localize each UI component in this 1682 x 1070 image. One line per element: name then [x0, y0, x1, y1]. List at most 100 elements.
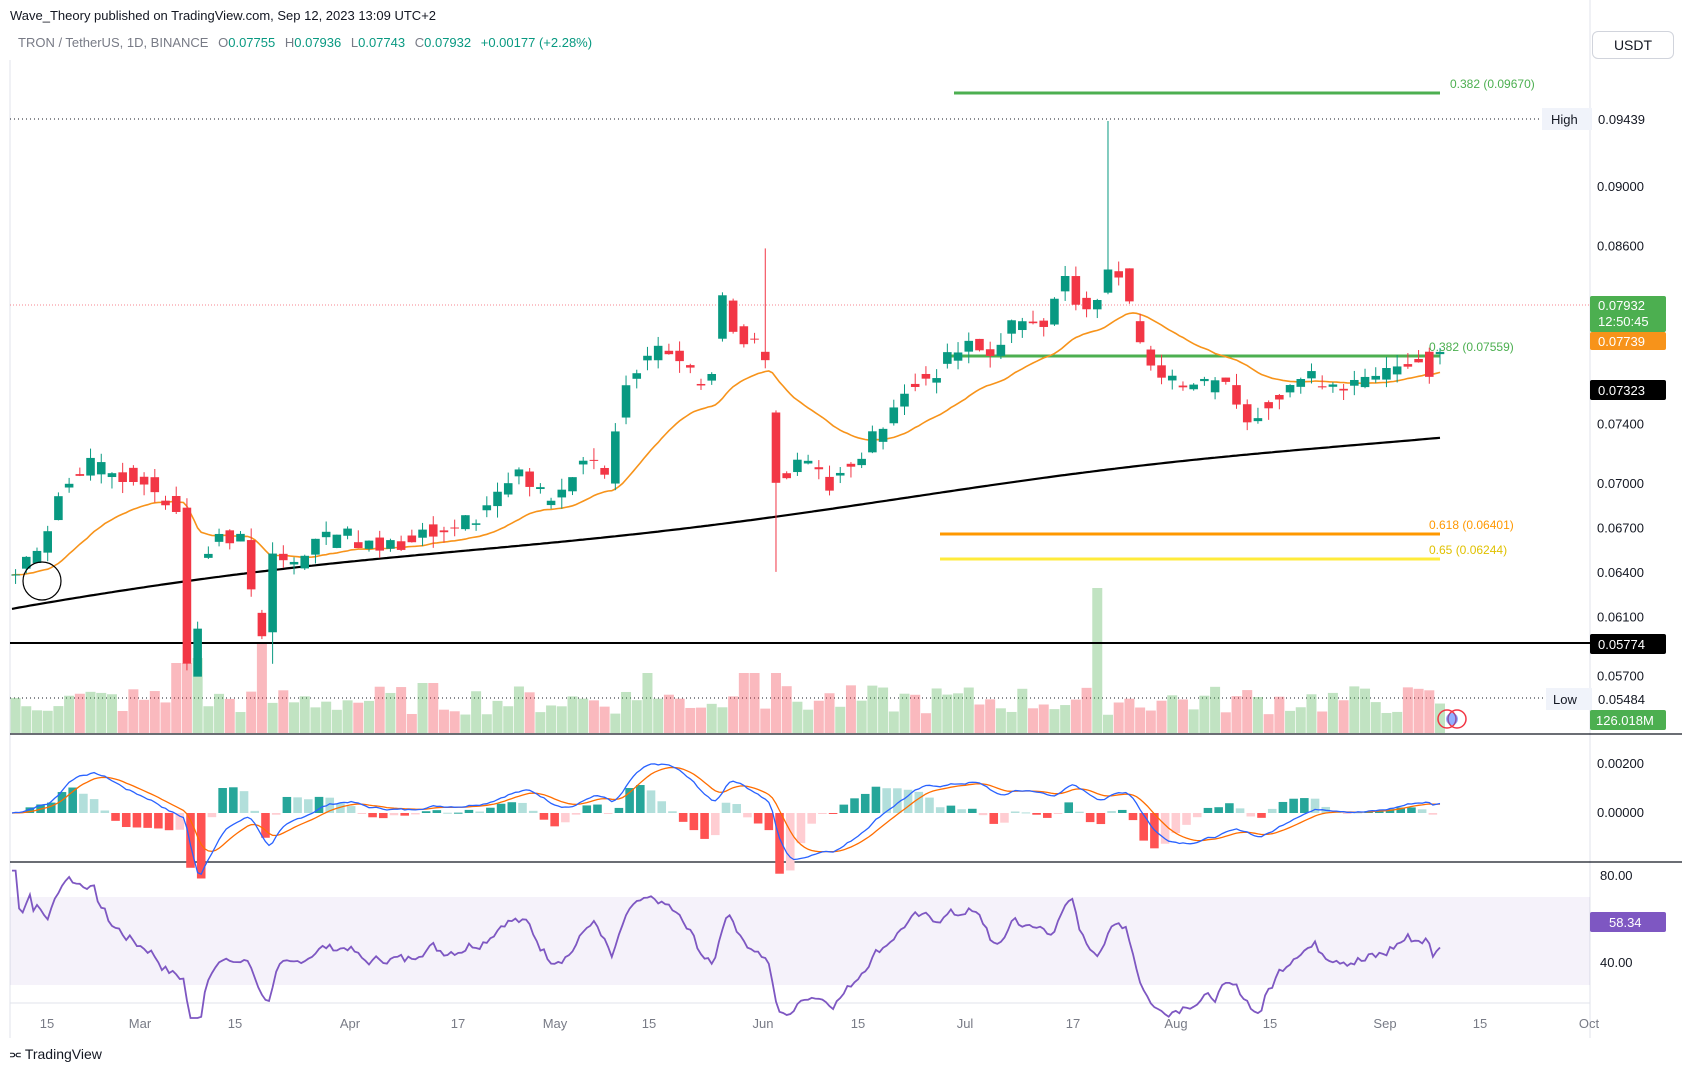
macd-hist-bar: [68, 787, 77, 813]
candle: [139, 476, 149, 485]
volume-bar: [1360, 688, 1371, 733]
candle: [878, 428, 888, 442]
volume-bar: [974, 704, 985, 733]
support-badge: [1590, 634, 1666, 654]
candle: [589, 459, 599, 461]
macd-hist-bar: [121, 813, 131, 828]
macd-hist-bar: [175, 813, 185, 830]
volume-bar: [1188, 709, 1199, 733]
open-value: 0.07755: [228, 35, 276, 50]
volume-bar: [42, 710, 53, 733]
candle: [1135, 321, 1145, 343]
macd-axis: 0.00200 0.00000: [1597, 756, 1644, 820]
macd-hist-bar: [314, 796, 324, 813]
macd-hist-bar: [614, 807, 624, 813]
flag-icon[interactable]: [1437, 709, 1467, 729]
price-tick-label: 0.06400: [1597, 565, 1644, 580]
candle: [1392, 366, 1402, 375]
candle: [803, 460, 813, 464]
rsi-tick-label: 40.00: [1600, 955, 1633, 970]
volume-bar: [942, 694, 953, 733]
candle: [1317, 386, 1327, 388]
fib-label-0382-lower: 0.382 (0.07559): [1429, 340, 1514, 354]
volume-bar: [203, 706, 214, 733]
candle: [321, 531, 331, 538]
volume-bar: [1349, 686, 1360, 733]
candle: [439, 530, 449, 533]
volume-bar: [1317, 711, 1328, 733]
macd-hist-bar: [935, 807, 945, 813]
candle: [1339, 388, 1348, 391]
volume-bar: [471, 691, 482, 733]
price-chart[interactable]: 0.090000.086000.082000.074000.070000.067…: [0, 0, 1682, 1040]
macd-hist-bar: [1160, 813, 1170, 844]
volume-bar: [64, 695, 75, 733]
macd-hist-bar: [1267, 808, 1277, 813]
volume-bar: [321, 701, 332, 733]
price-tick-label: 0.06700: [1597, 520, 1644, 535]
volume-bar: [21, 706, 32, 733]
time-tick-label: 15: [1473, 1016, 1487, 1031]
volume-bar: [910, 694, 921, 733]
volume-bar: [449, 711, 460, 733]
macd-hist-bar: [486, 807, 495, 813]
volume-histogram: [10, 588, 1445, 733]
candle: [1092, 300, 1102, 310]
volume-bar: [653, 698, 664, 733]
volume-bar: [749, 673, 760, 733]
macd-hist-bar: [1289, 798, 1298, 813]
volume-bar: [524, 692, 535, 733]
macd-hist-bar: [464, 809, 474, 813]
macd-hist-bar: [1257, 813, 1266, 818]
candle: [493, 491, 502, 507]
volume-bar: [1402, 687, 1413, 733]
volume-bar: [396, 687, 407, 733]
volume-bar: [246, 691, 257, 733]
rsi-band: [10, 897, 1590, 985]
macd-hist-bar: [1053, 813, 1063, 814]
candle: [482, 505, 492, 511]
candle: [632, 373, 642, 379]
volume-bar: [1124, 698, 1135, 733]
time-tick-label: 15: [1263, 1016, 1277, 1031]
candle: [43, 531, 52, 553]
time-tick-label: 17: [451, 1016, 465, 1031]
volume-bar: [171, 663, 182, 733]
candle: [1200, 378, 1209, 382]
candle: [96, 462, 106, 475]
candle: [246, 540, 256, 590]
footer-brand-label: TradingView: [24, 1046, 102, 1062]
macd-hist-bar: [1342, 813, 1352, 814]
low-value: 0.07743: [358, 35, 406, 50]
candle: [728, 300, 738, 332]
macd-histogram: [14, 785, 1438, 879]
macd-hist-bar: [1203, 807, 1213, 813]
macd-hist-bar: [657, 801, 667, 813]
macd-hist-bar: [1107, 811, 1116, 813]
volume-bar: [299, 696, 310, 733]
volume-bar: [931, 688, 942, 733]
candle: [739, 326, 749, 345]
volume-bar: [331, 709, 342, 733]
candle: [354, 542, 363, 549]
volume-bar: [1210, 686, 1221, 733]
volume-bar: [1306, 694, 1317, 733]
candle: [1039, 320, 1049, 327]
macd-hist-bar: [571, 813, 581, 815]
volume-bar: [599, 706, 610, 733]
volume-bar: [1167, 695, 1178, 733]
volume-bar: [1070, 699, 1081, 733]
volume-bar: [235, 712, 246, 733]
macd-hist-bar: [229, 787, 238, 813]
macd-hist-bar: [957, 809, 966, 813]
currency-button[interactable]: USDT: [1592, 31, 1674, 59]
candle: [1425, 351, 1434, 377]
candle: [386, 540, 395, 549]
volume-bar: [631, 700, 642, 733]
macd-hist-bar: [304, 799, 313, 813]
macd-hist-bar: [582, 805, 592, 813]
candle: [664, 350, 674, 355]
time-tick-label: Oct: [1579, 1016, 1600, 1031]
volume-bar: [117, 710, 128, 733]
candle: [107, 473, 117, 478]
